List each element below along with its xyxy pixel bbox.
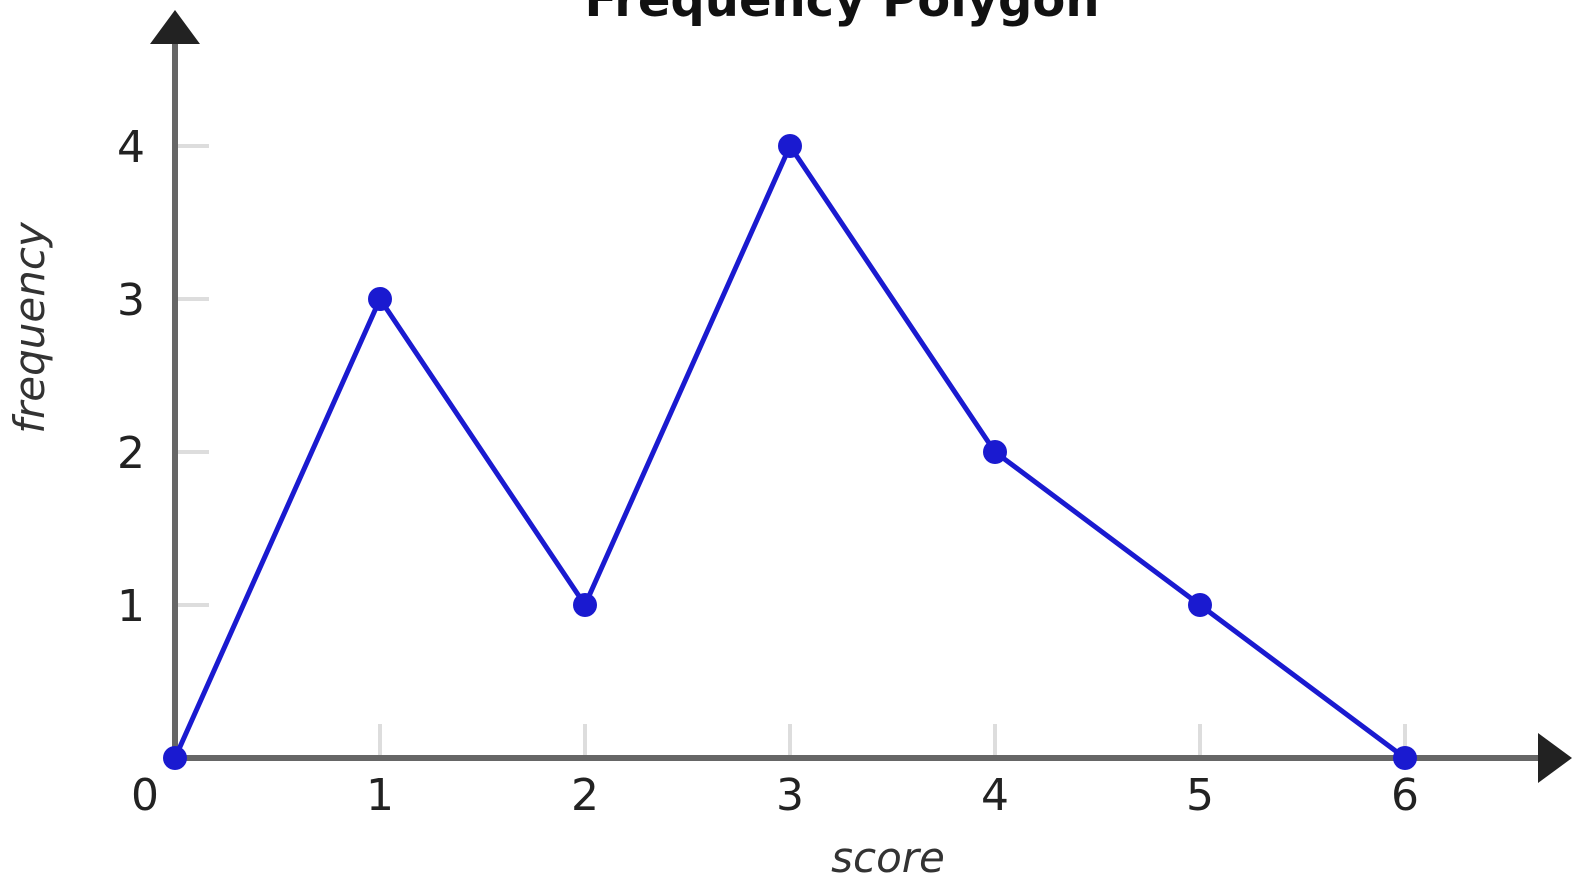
data-point (163, 746, 187, 770)
y-tick-label: 2 (117, 428, 145, 479)
x-tick-label: 2 (571, 770, 599, 821)
x-tick-label: 1 (366, 770, 394, 821)
x-axis-label: score (831, 833, 945, 882)
y-tick-label: 3 (117, 275, 145, 326)
series-layer (163, 134, 1417, 770)
y-tick-label: 1 (117, 581, 145, 632)
axes (150, 10, 1572, 783)
data-point (778, 134, 802, 158)
x-tick-label: 0 (131, 770, 159, 821)
tick-marks (175, 144, 1407, 758)
x-tick-label: 6 (1391, 770, 1419, 821)
y-tick-labels: 1 2 3 4 (117, 122, 145, 632)
x-tick-label: 4 (981, 770, 1009, 821)
data-point (573, 593, 597, 617)
data-point (1393, 746, 1417, 770)
y-axis-arrow-icon (150, 10, 200, 44)
data-point (1188, 593, 1212, 617)
y-tick-label: 4 (117, 122, 145, 173)
chart-title: Frequency Polygon (584, 0, 1099, 28)
data-point (368, 287, 392, 311)
x-tick-label: 5 (1186, 770, 1214, 821)
x-tick-labels: 0 1 2 3 4 5 6 (131, 770, 1419, 821)
x-tick-label: 3 (776, 770, 804, 821)
series-line (172, 143, 1408, 761)
y-axis-label: frequency (5, 221, 54, 434)
x-axis-arrow-icon (1538, 733, 1572, 783)
data-point (983, 440, 1007, 464)
